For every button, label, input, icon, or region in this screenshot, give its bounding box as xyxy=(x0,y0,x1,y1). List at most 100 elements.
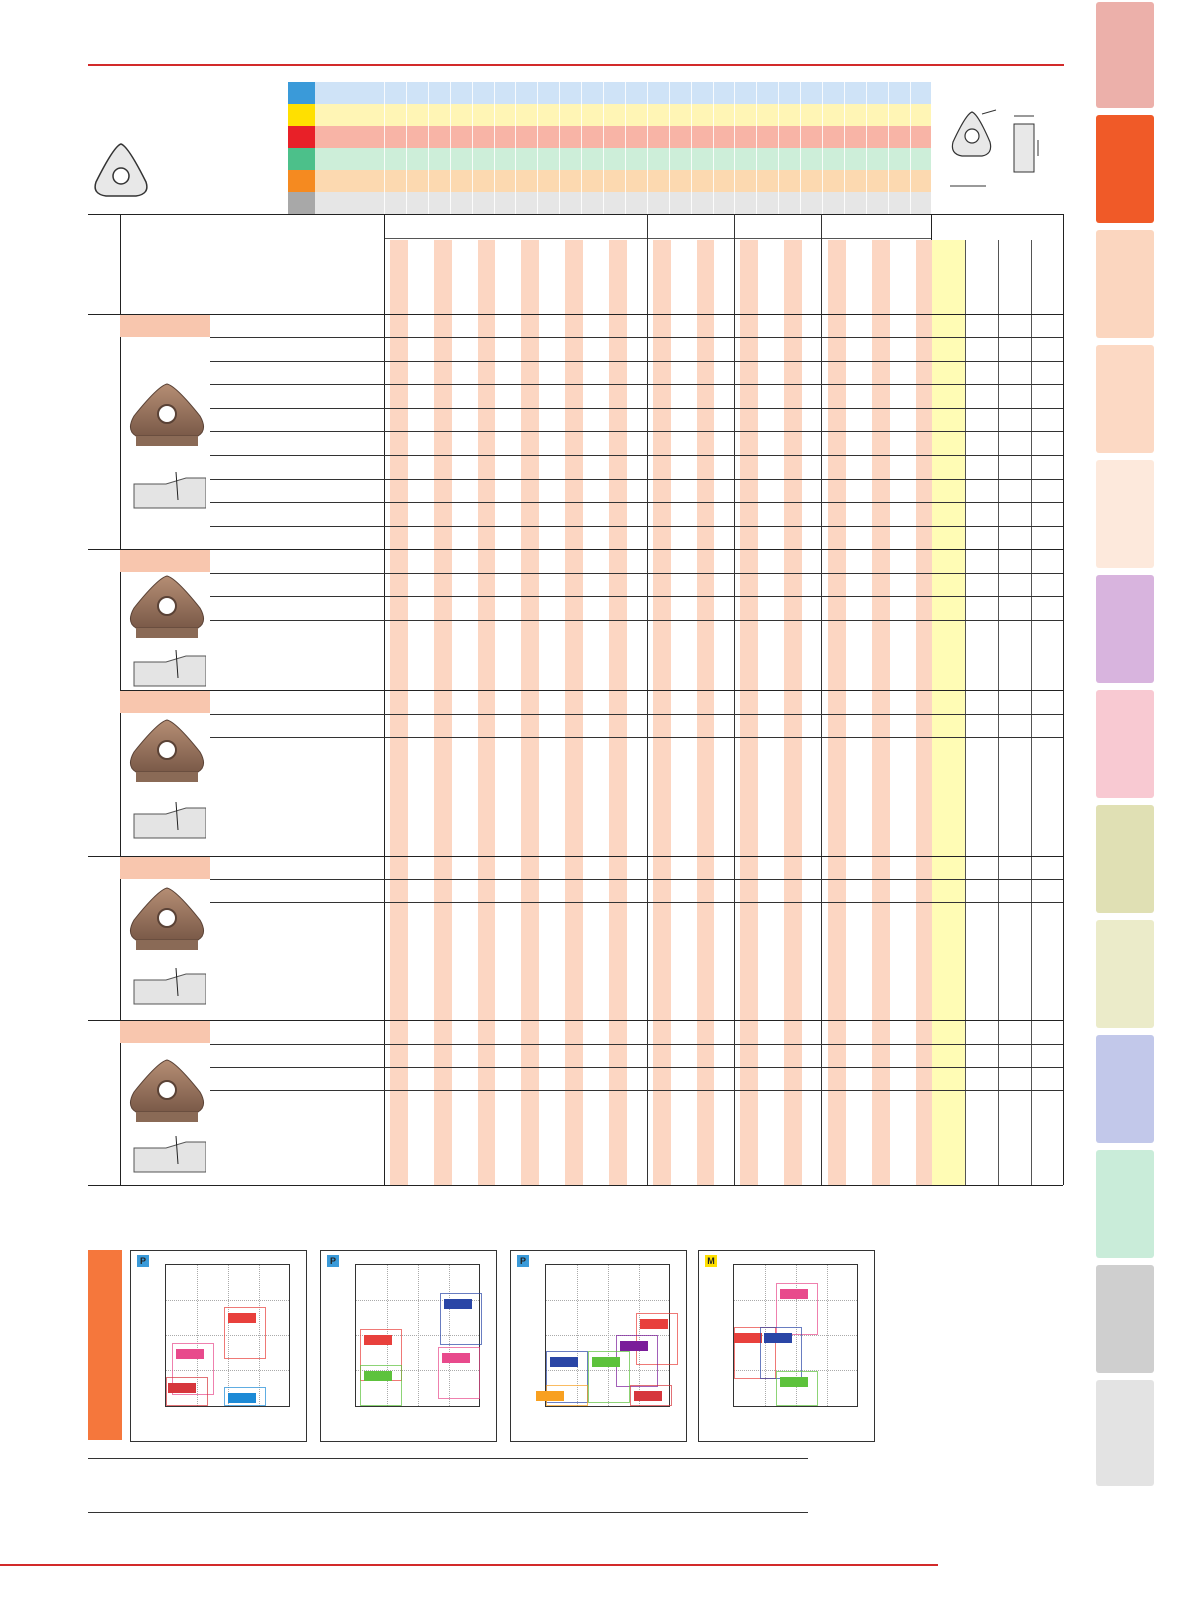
chart-region-label xyxy=(592,1357,620,1367)
chart-gridline xyxy=(356,1335,479,1336)
material-cell-divider xyxy=(405,104,407,126)
material-cell-divider xyxy=(800,170,802,192)
material-cell-divider xyxy=(405,82,407,104)
material-cell-divider xyxy=(756,82,758,104)
table-row-line xyxy=(210,737,1063,738)
material-swatch-N xyxy=(288,148,315,170)
side-index-tab-13[interactable] xyxy=(1096,1380,1154,1486)
table-row-line xyxy=(210,596,1063,597)
material-cell-divider xyxy=(668,126,670,148)
material-badge: P xyxy=(137,1255,149,1267)
side-index-tab-9[interactable] xyxy=(1096,920,1154,1028)
dimension-col-line-1 xyxy=(998,240,999,1185)
table-top-border xyxy=(88,214,1063,215)
cutting-range-chart-3: P xyxy=(510,1250,687,1442)
material-cell-divider xyxy=(887,192,889,214)
trigon-insert-icon xyxy=(94,143,148,197)
chart-gridline xyxy=(734,1370,857,1371)
side-index-tab-8[interactable] xyxy=(1096,805,1154,913)
side-index-tab-7[interactable] xyxy=(1096,690,1154,798)
chart-plot-area xyxy=(733,1264,858,1407)
chart-plot-area xyxy=(165,1264,290,1407)
material-cell-divider xyxy=(559,170,561,192)
material-cell-divider xyxy=(559,82,561,104)
material-cell-divider xyxy=(865,192,867,214)
material-cell-divider xyxy=(668,148,670,170)
side-index-tab-12[interactable] xyxy=(1096,1265,1154,1373)
chart-region-outline xyxy=(546,1351,588,1403)
material-cell-divider xyxy=(887,82,889,104)
material-cell-divider xyxy=(865,148,867,170)
grade-block-border-0 xyxy=(647,214,648,1185)
group-border xyxy=(88,1020,1063,1021)
grade-column-stripe xyxy=(740,240,759,1185)
material-cell-divider xyxy=(603,170,604,192)
material-cell-divider xyxy=(909,104,911,126)
material-cell-divider xyxy=(581,148,583,170)
group-label-4 xyxy=(120,857,210,879)
material-cell-divider xyxy=(493,104,495,126)
material-cell-divider xyxy=(909,170,911,192)
material-cell-divider xyxy=(668,104,670,126)
material-cell-divider xyxy=(712,148,714,170)
chart-gridline xyxy=(546,1300,669,1301)
material-cell-divider xyxy=(931,148,933,170)
material-row-M xyxy=(315,104,931,126)
material-cell-divider xyxy=(515,148,517,170)
insert-chipbreaker-1-icon xyxy=(130,383,204,446)
material-cell-divider xyxy=(887,148,889,170)
material-cell-divider xyxy=(515,170,517,192)
material-cell-divider xyxy=(822,82,823,104)
material-cell-divider xyxy=(537,126,539,148)
material-cell-divider xyxy=(493,192,495,214)
material-cell-divider xyxy=(646,104,648,126)
material-row-H xyxy=(315,192,931,214)
chart-region-outline xyxy=(546,1385,588,1406)
table-row-line xyxy=(210,455,1063,456)
cutting-profile-sketch-icon xyxy=(133,649,206,687)
material-cell-divider xyxy=(712,170,714,192)
side-index-tab-3[interactable] xyxy=(1096,230,1154,338)
material-cell-divider xyxy=(887,104,889,126)
grade-start-border xyxy=(384,214,385,1185)
chart-region-outline xyxy=(440,1293,482,1345)
material-cell-divider xyxy=(559,192,561,214)
chart-region-label xyxy=(780,1377,808,1387)
dimension-col-line-2 xyxy=(1031,240,1032,1185)
material-cell-divider xyxy=(427,126,429,148)
grade-block-border-1 xyxy=(734,214,735,1185)
material-cell-divider xyxy=(624,170,626,192)
material-cell-divider xyxy=(668,82,670,104)
side-index-tab-10[interactable] xyxy=(1096,1035,1154,1143)
material-cell-divider xyxy=(887,126,889,148)
side-index-tab-1[interactable] xyxy=(1096,2,1154,108)
material-cell-divider xyxy=(624,192,626,214)
side-index-tab-4[interactable] xyxy=(1096,345,1154,453)
chart-region-outline xyxy=(438,1347,480,1399)
material-row-S xyxy=(315,170,931,192)
material-cell-divider xyxy=(843,148,845,170)
cutting-profile-sketch-icon xyxy=(133,1135,206,1173)
material-cell-divider xyxy=(559,126,561,148)
material-cell-divider xyxy=(405,148,407,170)
chart-gridline xyxy=(546,1335,669,1336)
chart-region-label xyxy=(640,1319,668,1329)
material-cell-divider xyxy=(471,170,473,192)
insert-dimension-diagram xyxy=(950,109,1039,187)
chart-region-label xyxy=(364,1371,392,1381)
material-cell-divider xyxy=(734,104,736,126)
side-index-tab-2[interactable] xyxy=(1096,115,1154,223)
side-index-tab-5[interactable] xyxy=(1096,460,1154,568)
side-index-tab-6[interactable] xyxy=(1096,575,1154,683)
side-index-tab-11[interactable] xyxy=(1096,1150,1154,1258)
grade-column-stripe xyxy=(871,240,890,1185)
material-cell-divider xyxy=(405,126,407,148)
material-cell-divider xyxy=(471,126,473,148)
material-cell-divider xyxy=(537,192,539,214)
chart-gridline xyxy=(734,1335,857,1336)
material-cell-divider xyxy=(493,82,495,104)
table-row-line xyxy=(210,408,1063,409)
chart-gridline xyxy=(827,1265,828,1406)
group-label-5 xyxy=(120,1021,210,1043)
insert-chipbreaker-4-icon xyxy=(130,887,204,950)
